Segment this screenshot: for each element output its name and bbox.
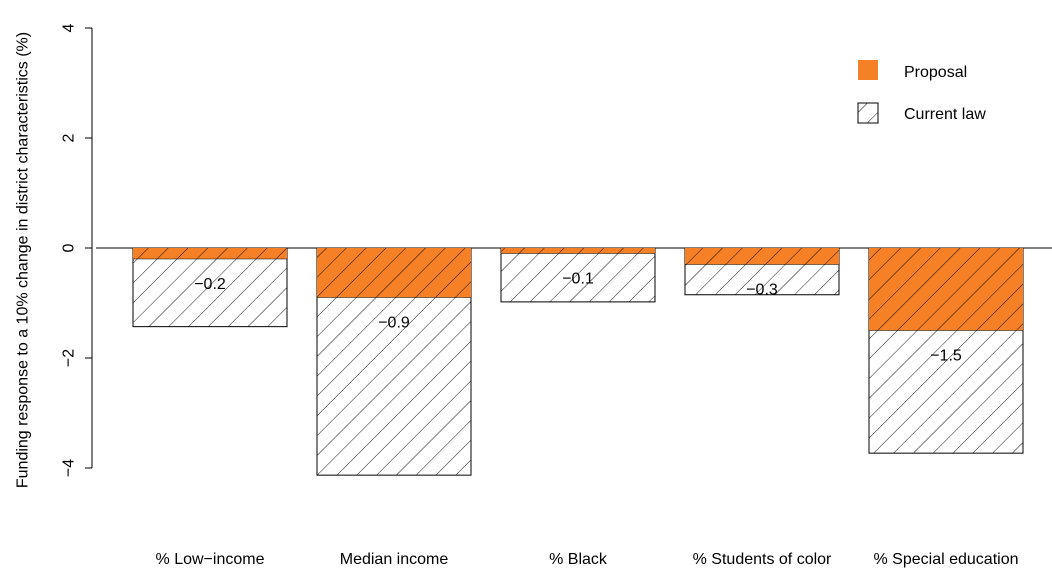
bar-value-label: −0.3	[746, 282, 778, 299]
category-label: % Low−income	[156, 551, 265, 568]
legend-swatch-current-law	[857, 102, 879, 124]
legend-label-proposal: Proposal	[904, 64, 967, 81]
bar-proposal-hatch	[317, 248, 471, 298]
y-tick-label: 2	[61, 133, 78, 142]
bar-value-label: −0.1	[562, 271, 594, 288]
bar-proposal-hatch	[685, 248, 839, 265]
bar-value-label: −0.9	[378, 315, 410, 332]
legend-swatch-proposal	[858, 60, 878, 80]
bar-current-law	[500, 247, 656, 303]
value-labels-group: −0.2 −0.9 −0.1 −0.3 −1.5	[194, 271, 962, 365]
bar-value-label: −1.5	[930, 348, 962, 365]
bar-proposal-hatch	[501, 248, 655, 254]
category-label: % Students of color	[693, 551, 832, 568]
y-tick-label: −2	[61, 349, 78, 367]
bar-proposal-hatch	[133, 248, 287, 259]
category-labels-group: % Low−income Median income % Black % Studen…	[156, 551, 1019, 568]
bar-current-law	[132, 247, 288, 328]
legend-label-current-law: Current law	[904, 106, 986, 123]
category-label: % Special education	[874, 551, 1019, 568]
y-tick-label: 0	[61, 243, 78, 252]
y-tick-label: −4	[61, 459, 78, 477]
y-axis-title: Funding response to a 10% change in dist…	[15, 32, 32, 488]
category-label: % Black	[549, 551, 608, 568]
bars-group	[132, 247, 1024, 476]
category-label: Median income	[340, 551, 449, 568]
legend: Proposal Current law	[857, 60, 986, 124]
bar-value-label: −0.2	[194, 276, 226, 293]
y-axis: 4 2 0 −2 −4	[61, 23, 93, 477]
bar-proposal-hatch	[869, 248, 1023, 331]
y-tick-label: 4	[61, 23, 78, 32]
